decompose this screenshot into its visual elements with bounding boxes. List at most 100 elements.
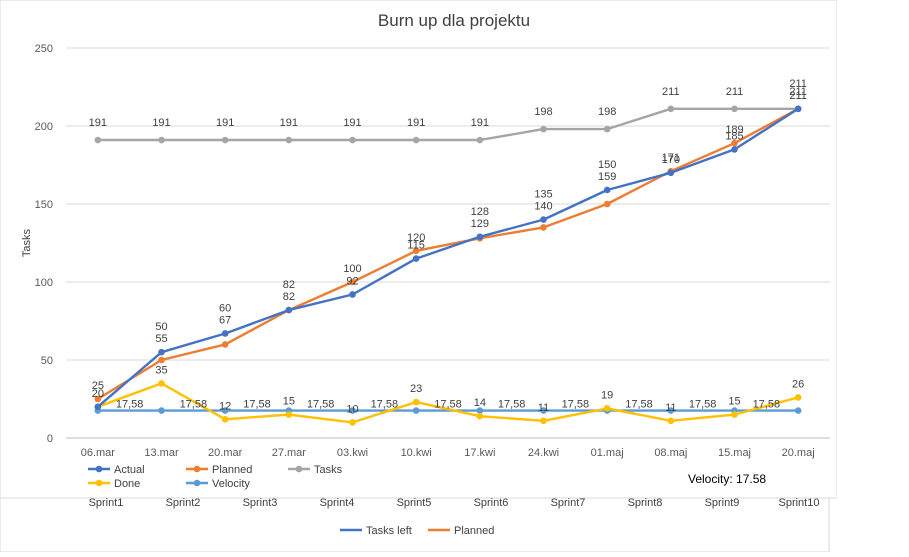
- legend-marker-actual: [95, 465, 103, 473]
- data-label-actual: 82: [283, 291, 295, 303]
- series-lines: [94, 105, 802, 426]
- data-label-velocity: 17,58: [307, 399, 335, 411]
- point-done: [667, 417, 675, 425]
- point-tasks: [731, 105, 738, 113]
- point-tasks: [603, 125, 611, 133]
- data-label-actual: 129: [471, 218, 489, 230]
- point-planned: [731, 139, 738, 147]
- point-velocity: [412, 407, 420, 414]
- point-tasks: [667, 105, 675, 113]
- data-label-velocity: 17,58: [434, 399, 462, 411]
- x-tick-label: 15.maj: [718, 447, 751, 459]
- point-tasks: [476, 136, 484, 144]
- data-label-velocity: 17,58: [180, 399, 208, 411]
- point-done: [794, 394, 802, 401]
- point-done: [476, 412, 484, 420]
- data-label-done: 10: [346, 403, 358, 415]
- data-label-tasks: 198: [598, 106, 616, 118]
- legend2-label: Planned: [454, 525, 494, 537]
- y-tick-label: 250: [35, 43, 53, 55]
- point-actual: [540, 216, 547, 223]
- point-actual: [94, 403, 102, 411]
- sprint-axis-labels: Sprint1 Sprint2 Sprint3 Sprint4 Sprint5 Sprin…: [89, 497, 820, 509]
- x-tick-label: 03.kwi: [337, 447, 368, 459]
- data-label-tasks: 191: [471, 117, 489, 129]
- point-velocity: [221, 407, 229, 414]
- series-line-planned: [97, 107, 799, 401]
- data-label-velocity: 17,58: [243, 399, 271, 411]
- data-label-tasks: 191: [152, 117, 170, 129]
- x-tick-label: 20.maj: [782, 447, 815, 459]
- data-label-velocity: 17,58: [689, 399, 717, 411]
- sprint-label: Sprint8: [628, 497, 663, 509]
- y-tick-label: 50: [41, 355, 53, 367]
- point-tasks: [285, 136, 293, 144]
- point-planned: [158, 356, 165, 364]
- data-label-planned: 100: [343, 263, 361, 275]
- gridlines: [66, 47, 830, 439]
- data-label-done: 26: [792, 378, 804, 390]
- point-planned: [349, 278, 356, 286]
- x-tick-label: 13.mar: [144, 447, 179, 459]
- data-label-velocity: 17,58: [562, 399, 590, 411]
- point-actual: [794, 105, 802, 113]
- point-actual: [667, 169, 675, 177]
- series-line-tasks: [97, 107, 799, 142]
- point-done: [731, 411, 738, 418]
- x-tick-label: 01.maj: [591, 447, 624, 459]
- data-label-velocity: 17,58: [116, 399, 144, 411]
- sprint-label: Sprint10: [779, 497, 820, 509]
- velocity-annotation: Velocity: 17.58: [688, 472, 766, 486]
- point-tasks: [221, 136, 229, 144]
- data-label-actual: 140: [534, 201, 552, 213]
- chart-title: Burn up dla projektu: [378, 11, 530, 30]
- legend-label-velocity: Velocity: [212, 478, 250, 490]
- point-actual: [349, 291, 356, 298]
- legend-marker-tasks: [295, 465, 303, 473]
- point-done: [603, 405, 611, 412]
- data-label-velocity: 17,58: [371, 399, 399, 411]
- data-label-actual: 211: [789, 90, 807, 102]
- data-label-planned: 171: [662, 152, 680, 164]
- point-velocity: [349, 407, 356, 414]
- sprint-label: Sprint9: [705, 497, 740, 509]
- point-planned: [540, 224, 547, 231]
- data-label-done: 35: [155, 364, 167, 376]
- data-label-done: 19: [601, 389, 613, 401]
- point-tasks: [94, 136, 102, 144]
- x-tick-label: 24.kwi: [528, 447, 559, 459]
- legend2-label: Tasks left: [366, 525, 412, 537]
- data-label-planned: 60: [219, 302, 231, 314]
- data-label-velocity: 17,58: [753, 399, 781, 411]
- data-label-done: 23: [410, 383, 422, 395]
- data-label-tasks: 211: [726, 86, 744, 98]
- data-label-actual: 185: [725, 130, 743, 142]
- point-done: [221, 415, 229, 423]
- point-velocity: [540, 407, 547, 414]
- data-label-planned: 128: [471, 206, 489, 218]
- data-label-planned: 82: [283, 279, 295, 291]
- point-done: [349, 419, 356, 426]
- data-label-actual: 159: [598, 171, 616, 183]
- point-done: [412, 398, 420, 406]
- legend-label-done: Done: [114, 478, 140, 490]
- y-tick-label: 100: [35, 277, 53, 289]
- point-actual: [221, 330, 229, 337]
- sprint-label: Sprint1: [89, 497, 124, 509]
- y-tick-labels: 0 50 100 150 200 250: [35, 43, 53, 445]
- point-velocity: [476, 407, 484, 414]
- data-label-tasks: 191: [89, 117, 107, 129]
- y-tick-label: 200: [35, 121, 53, 133]
- data-label-done: 11: [665, 402, 676, 414]
- legend-marker-done: [95, 479, 103, 487]
- point-actual: [603, 186, 611, 194]
- point-velocity: [158, 407, 165, 414]
- point-tasks: [158, 136, 165, 144]
- point-velocity: [794, 407, 802, 414]
- point-velocity: [667, 407, 675, 414]
- point-planned: [603, 200, 611, 208]
- legend-marker-velocity: [193, 479, 201, 487]
- sprint-label: Sprint4: [320, 497, 355, 509]
- point-actual: [731, 146, 738, 153]
